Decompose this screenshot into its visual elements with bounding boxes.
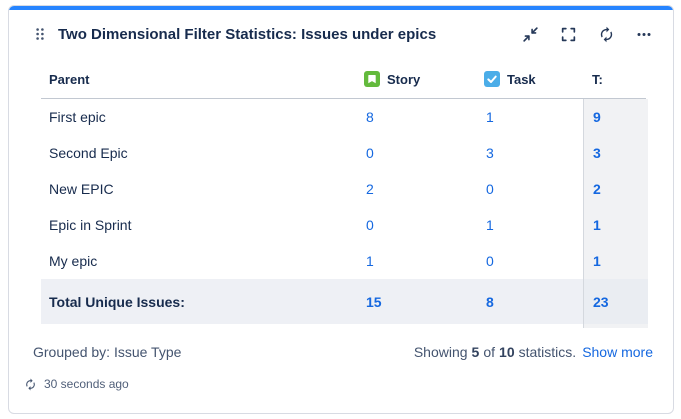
total-row: Total Unique Issues: 15 8 23 bbox=[41, 279, 648, 324]
drag-handle-icon[interactable] bbox=[35, 26, 45, 42]
column-header-story-label: Story bbox=[387, 71, 421, 87]
column-header-total: T: bbox=[592, 71, 603, 87]
row-total-link[interactable]: 1 bbox=[583, 243, 648, 279]
table-row: First epic 8 1 9 bbox=[41, 99, 648, 135]
grand-total-link[interactable]: 23 bbox=[583, 279, 648, 324]
refresh-now-button[interactable] bbox=[24, 378, 37, 391]
showing-total-count: 10 bbox=[499, 344, 515, 360]
parent-label: First epic bbox=[49, 109, 106, 125]
row-total-link[interactable]: 2 bbox=[583, 171, 648, 207]
filter-statistics-gadget: Two Dimensional Filter Statistics: Issue… bbox=[8, 5, 674, 414]
parent-label: Second Epic bbox=[49, 145, 128, 161]
gadget-footer: Grouped by: Issue Type Showing 5 of 10 s… bbox=[33, 344, 653, 360]
showing-of: of bbox=[483, 344, 496, 360]
gadget-title: Two Dimensional Filter Statistics: Issue… bbox=[58, 25, 437, 43]
minimize-button[interactable] bbox=[521, 25, 540, 44]
fullscreen-button[interactable] bbox=[559, 25, 578, 44]
showing-summary: Showing 5 of 10 statistics. Show more bbox=[414, 344, 653, 360]
parent-label: New EPIC bbox=[49, 181, 114, 197]
table-header-row: Parent Story Task T: bbox=[41, 60, 646, 99]
story-count-link[interactable]: 1 bbox=[366, 253, 374, 269]
last-refreshed-text: 30 seconds ago bbox=[44, 377, 129, 391]
refresh-button[interactable] bbox=[597, 25, 616, 44]
task-count-link[interactable]: 1 bbox=[486, 217, 494, 233]
gadget-actions bbox=[521, 25, 653, 44]
column-header-task: Task bbox=[479, 60, 583, 98]
column-header-parent: Parent bbox=[49, 71, 90, 87]
row-total-link[interactable]: 1 bbox=[583, 207, 648, 243]
column-header-story: Story bbox=[359, 60, 479, 98]
story-count-link[interactable]: 8 bbox=[366, 109, 374, 125]
total-row-label: Total Unique Issues: bbox=[49, 293, 185, 310]
refresh-status: 30 seconds ago bbox=[24, 377, 673, 391]
task-count-link[interactable]: 1 bbox=[486, 109, 494, 125]
grouped-by-label: Grouped by: Issue Type bbox=[33, 344, 182, 360]
showing-suffix: statistics. bbox=[518, 344, 577, 360]
gadget-accent-bar bbox=[9, 6, 673, 10]
table-bottom-spacer bbox=[41, 324, 648, 328]
refresh-icon bbox=[600, 26, 613, 42]
total-story-link[interactable]: 15 bbox=[366, 293, 382, 310]
column-header-task-label: Task bbox=[507, 71, 536, 87]
gadget-header: Two Dimensional Filter Statistics: Issue… bbox=[9, 10, 673, 52]
row-total-link[interactable]: 3 bbox=[583, 135, 648, 171]
task-count-link[interactable]: 0 bbox=[486, 181, 494, 197]
parent-label: Epic in Sprint bbox=[49, 217, 132, 233]
more-button[interactable] bbox=[635, 25, 653, 43]
task-count-link[interactable]: 3 bbox=[486, 145, 494, 161]
minimize-icon bbox=[523, 26, 538, 42]
total-task-link[interactable]: 8 bbox=[486, 293, 494, 310]
parent-label: My epic bbox=[49, 253, 98, 269]
task-icon bbox=[484, 71, 500, 87]
table-row: New EPIC 2 0 2 bbox=[41, 171, 648, 207]
statistics-table: Parent Story Task T: First epic 8 1 9 Se… bbox=[41, 60, 648, 328]
table-row: Epic in Sprint 0 1 1 bbox=[41, 207, 648, 243]
ellipsis-icon bbox=[637, 33, 651, 36]
story-count-link[interactable]: 0 bbox=[366, 145, 374, 161]
story-count-link[interactable]: 2 bbox=[366, 181, 374, 197]
table-row: My epic 1 0 1 bbox=[41, 243, 648, 279]
table-row: Second Epic 0 3 3 bbox=[41, 135, 648, 171]
row-total-link[interactable]: 9 bbox=[583, 99, 648, 135]
showing-prefix: Showing bbox=[413, 344, 468, 360]
fullscreen-icon bbox=[561, 27, 576, 41]
showing-current-count: 5 bbox=[471, 344, 480, 360]
show-more-link[interactable]: Show more bbox=[582, 344, 653, 360]
story-count-link[interactable]: 0 bbox=[366, 217, 374, 233]
task-count-link[interactable]: 0 bbox=[486, 253, 494, 269]
refresh-icon bbox=[26, 378, 35, 390]
story-icon bbox=[364, 71, 380, 87]
